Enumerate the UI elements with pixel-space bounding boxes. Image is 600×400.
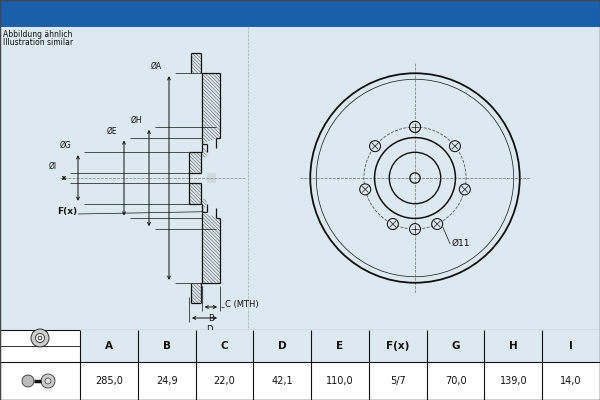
Text: 70,0: 70,0 — [445, 376, 466, 386]
Circle shape — [45, 378, 51, 384]
Text: ØI: ØI — [49, 162, 57, 171]
Text: G: G — [451, 341, 460, 351]
Text: 110,0: 110,0 — [326, 376, 354, 386]
Text: 22,0: 22,0 — [214, 376, 235, 386]
Bar — [0, 0, 600, 27]
Text: 24.0125-0141.1: 24.0125-0141.1 — [95, 4, 254, 22]
Text: 14,0: 14,0 — [560, 376, 582, 386]
Bar — [0, 330, 600, 400]
Circle shape — [409, 122, 421, 132]
Text: B: B — [163, 341, 170, 351]
Circle shape — [41, 374, 55, 388]
Text: Ø11: Ø11 — [451, 239, 470, 248]
Text: Abbildung ähnlich: Abbildung ähnlich — [3, 30, 73, 39]
Text: 5/7: 5/7 — [390, 376, 406, 386]
Bar — [80, 330, 600, 362]
Text: 285,0: 285,0 — [95, 376, 123, 386]
Text: ØH: ØH — [130, 116, 142, 125]
Text: D: D — [206, 325, 213, 334]
Text: H: H — [509, 341, 518, 351]
Circle shape — [31, 329, 49, 347]
Text: 42,1: 42,1 — [271, 376, 293, 386]
Circle shape — [409, 122, 421, 132]
Text: F(x): F(x) — [386, 341, 409, 351]
Circle shape — [460, 184, 470, 195]
Text: Illustration similar: Illustration similar — [3, 38, 73, 47]
Circle shape — [35, 334, 44, 342]
Circle shape — [359, 184, 371, 195]
Text: E: E — [337, 341, 344, 351]
Circle shape — [388, 218, 398, 230]
Text: I: I — [569, 341, 573, 351]
Text: ØG: ØG — [59, 141, 71, 150]
Text: B: B — [208, 314, 214, 323]
Text: D: D — [278, 341, 287, 351]
Text: A: A — [105, 341, 113, 351]
Text: F(x): F(x) — [57, 207, 77, 216]
Text: ØA: ØA — [151, 62, 162, 71]
Circle shape — [431, 218, 443, 230]
Circle shape — [22, 375, 34, 387]
Circle shape — [409, 224, 421, 234]
Circle shape — [370, 141, 380, 152]
Circle shape — [449, 141, 460, 152]
Text: C: C — [221, 341, 228, 351]
Text: 425141: 425141 — [332, 4, 407, 22]
Text: 24,9: 24,9 — [156, 376, 178, 386]
Circle shape — [38, 336, 42, 340]
Text: 139,0: 139,0 — [500, 376, 527, 386]
Text: ØE: ØE — [106, 126, 117, 136]
Text: C (MTH): C (MTH) — [225, 300, 259, 310]
